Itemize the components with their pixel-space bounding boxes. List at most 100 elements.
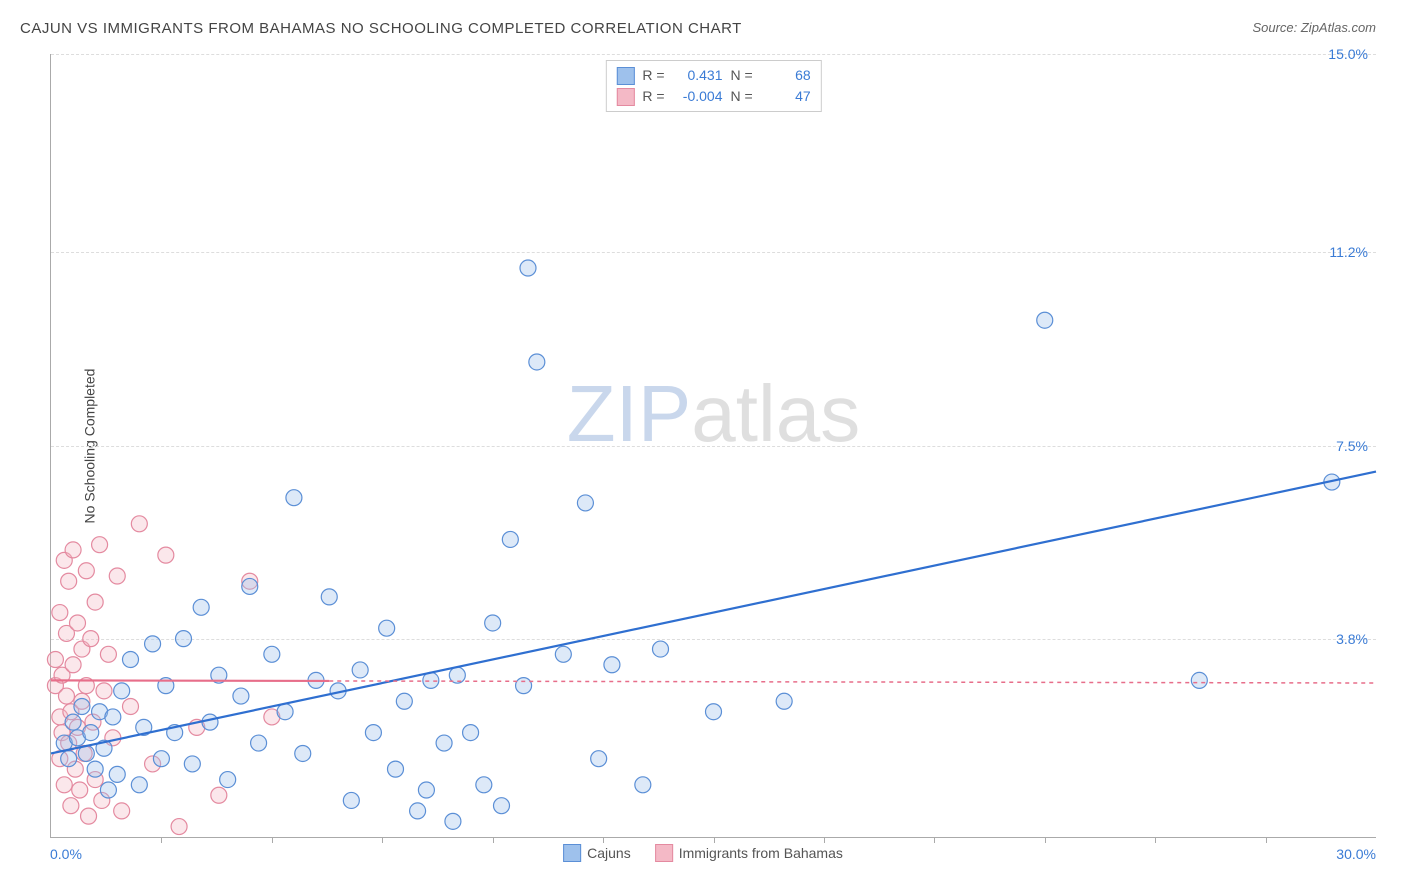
source-label: Source: ZipAtlas.com <box>1252 20 1376 35</box>
scatter-point <box>211 787 227 803</box>
scatter-point <box>100 646 116 662</box>
scatter-point <box>176 631 192 647</box>
scatter-point <box>81 808 97 824</box>
scatter-point <box>286 490 302 506</box>
x-max-label: 30.0% <box>1336 846 1376 862</box>
scatter-point <box>78 563 94 579</box>
scatter-point <box>65 542 81 558</box>
x-tick <box>1155 837 1156 843</box>
scatter-point <box>295 745 311 761</box>
r-value-1: 0.431 <box>673 65 723 86</box>
r-label-2: R = <box>642 86 664 107</box>
bottom-legend: Cajuns Immigrants from Bahamas <box>563 844 843 862</box>
scatter-point <box>352 662 368 678</box>
fit-line-series2-dashed <box>329 681 1376 683</box>
scatter-point <box>520 260 536 276</box>
scatter-point <box>65 714 81 730</box>
scatter-point <box>123 652 139 668</box>
x-tick <box>382 837 383 843</box>
scatter-point <box>131 777 147 793</box>
scatter-point <box>653 641 669 657</box>
scatter-point <box>494 798 510 814</box>
scatter-point <box>555 646 571 662</box>
scatter-point <box>577 495 593 511</box>
legend-item-series2: Immigrants from Bahamas <box>655 844 843 862</box>
scatter-point <box>418 782 434 798</box>
legend-label-series2: Immigrants from Bahamas <box>679 845 843 861</box>
scatter-point <box>277 704 293 720</box>
scatter-point <box>65 657 81 673</box>
stats-legend-box: R = 0.431 N = 68 R = -0.004 N = 47 <box>605 60 821 112</box>
scatter-point <box>706 704 722 720</box>
scatter-point <box>72 782 88 798</box>
x-tick <box>272 837 273 843</box>
scatter-point <box>379 620 395 636</box>
scatter-point <box>264 646 280 662</box>
scatter-point <box>109 568 125 584</box>
scatter-point <box>105 709 121 725</box>
scatter-point <box>83 631 99 647</box>
swatch-series2-bottom <box>655 844 673 862</box>
scatter-point <box>388 761 404 777</box>
x-tick <box>603 837 604 843</box>
n-value-1: 68 <box>761 65 811 86</box>
scatter-point <box>171 819 187 835</box>
scatter-point <box>61 573 77 589</box>
x-tick <box>1266 837 1267 843</box>
scatter-point <box>242 578 258 594</box>
scatter-point <box>131 516 147 532</box>
scatter-point <box>321 589 337 605</box>
swatch-series2 <box>616 88 634 106</box>
chart-container: CAJUN VS IMMIGRANTS FROM BAHAMAS NO SCHO… <box>0 0 1406 892</box>
x-tick <box>824 837 825 843</box>
x-tick <box>934 837 935 843</box>
scatter-point <box>153 751 169 767</box>
scatter-point <box>396 693 412 709</box>
scatter-point <box>220 772 236 788</box>
swatch-series1 <box>616 67 634 85</box>
scatter-point <box>184 756 200 772</box>
scatter-point <box>436 735 452 751</box>
n-value-2: 47 <box>761 86 811 107</box>
scatter-point <box>114 683 130 699</box>
scatter-point <box>158 547 174 563</box>
x-tick <box>1045 837 1046 843</box>
scatter-point <box>114 803 130 819</box>
scatter-point <box>485 615 501 631</box>
scatter-point <box>123 699 139 715</box>
scatter-point <box>47 652 63 668</box>
scatter-point <box>776 693 792 709</box>
scatter-point <box>529 354 545 370</box>
scatter-point <box>1191 672 1207 688</box>
scatter-point <box>445 813 461 829</box>
scatter-point <box>145 636 161 652</box>
scatter-point <box>92 537 108 553</box>
scatter-point <box>87 761 103 777</box>
scatter-point <box>70 615 86 631</box>
chart-title: CAJUN VS IMMIGRANTS FROM BAHAMAS NO SCHO… <box>20 20 742 37</box>
scatter-point <box>516 678 532 694</box>
legend-label-series1: Cajuns <box>587 845 631 861</box>
scatter-point <box>100 782 116 798</box>
x-tick <box>161 837 162 843</box>
scatter-point <box>61 751 77 767</box>
scatter-point <box>202 714 218 730</box>
scatter-point <box>476 777 492 793</box>
x-min-label: 0.0% <box>50 846 82 862</box>
scatter-point <box>233 688 249 704</box>
n-label-2: N = <box>731 86 753 107</box>
scatter-point <box>591 751 607 767</box>
scatter-point <box>83 725 99 741</box>
scatter-point <box>463 725 479 741</box>
scatter-point <box>52 605 68 621</box>
scatter-point <box>343 792 359 808</box>
scatter-point <box>193 599 209 615</box>
scatter-point <box>502 531 518 547</box>
scatter-point <box>58 688 74 704</box>
fit-line-series2-solid <box>51 680 329 681</box>
scatter-point <box>74 699 90 715</box>
r-label-1: R = <box>642 65 664 86</box>
scatter-point <box>96 683 112 699</box>
scatter-point <box>410 803 426 819</box>
stats-row-series1: R = 0.431 N = 68 <box>616 65 810 86</box>
